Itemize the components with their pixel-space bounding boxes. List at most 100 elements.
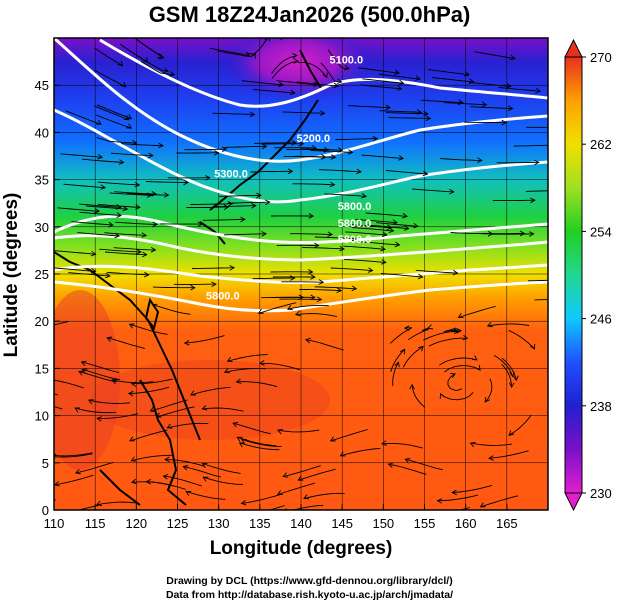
streamline [290, 233, 333, 236]
streamline-arrowhead [403, 325, 410, 331]
streamline-arrowhead [417, 273, 424, 280]
streamline [286, 148, 329, 151]
streamline-arrowhead [185, 490, 192, 496]
streamline-arrowhead [24, 398, 29, 403]
streamline [253, 142, 296, 144]
streamline-arrowhead [398, 155, 405, 161]
streamline [190, 386, 231, 396]
y-tick-label: 45 [35, 78, 49, 93]
streamline-arrowhead [343, 64, 350, 71]
streamline [97, 181, 140, 186]
streamline-arrowhead [327, 231, 334, 238]
streamline [104, 251, 147, 256]
colorbar-tick-label: 246 [590, 312, 612, 327]
streamline-arrowhead [163, 67, 170, 73]
streamline [298, 62, 328, 78]
streamline [305, 339, 344, 351]
contour-5800b [54, 234, 548, 262]
streamline [534, 299, 548, 301]
streamline-arrowhead [96, 416, 102, 422]
streamline-arrowhead [398, 79, 405, 86]
streamline [378, 73, 420, 80]
streamline-arrowhead [409, 383, 415, 390]
streamline [54, 453, 93, 458]
streamline [186, 206, 229, 209]
contour-label: 5200.0 [297, 133, 331, 145]
streamline-arrowhead [501, 119, 508, 126]
streamline [110, 152, 153, 157]
streamline-arrowhead [235, 378, 242, 384]
streamline-arrowhead [278, 81, 285, 88]
streamline-arrowhead [146, 192, 153, 198]
streamline [183, 466, 222, 478]
streamline [291, 504, 324, 510]
streamline-arrowhead [223, 204, 230, 210]
streamline-arrowhead [462, 334, 469, 341]
streamline-arrowhead [287, 168, 294, 175]
streamline-arrowhead [162, 473, 169, 480]
streamline-arrowhead [18, 387, 23, 392]
streamline [97, 413, 139, 419]
streamline-arrowhead [116, 212, 123, 218]
streamline-arrowhead [232, 422, 239, 428]
streamline [432, 77, 474, 83]
streamline-arrowhead [311, 30, 316, 35]
streamline-arrowhead [142, 251, 148, 258]
streamline [119, 43, 148, 63]
streamline [407, 327, 430, 341]
streamline [351, 227, 394, 232]
streamline [469, 81, 511, 87]
streamline [282, 111, 325, 114]
streamline [440, 392, 474, 401]
streamline [276, 80, 318, 86]
streamline [94, 47, 123, 67]
streamline-arrowhead [367, 267, 374, 273]
streamline [109, 192, 152, 196]
streamline-arrowhead [303, 494, 310, 500]
streamline-arrowhead [115, 204, 122, 210]
streamline [366, 224, 409, 230]
streamline [487, 323, 530, 327]
y-tick-label: 40 [35, 125, 49, 140]
streamline [310, 150, 353, 153]
streamline-arrowhead [507, 105, 514, 112]
streamline [54, 379, 85, 389]
streamline [428, 337, 468, 347]
x-tick-label: 135 [249, 516, 271, 531]
streamline [379, 110, 422, 113]
streamline-arrowhead [106, 336, 113, 342]
streamline [184, 148, 227, 151]
streamline [508, 414, 532, 436]
streamline [271, 60, 299, 79]
streamline [128, 386, 170, 394]
streamline-arrowhead [226, 356, 233, 362]
streamline-arrowhead [134, 181, 141, 188]
credit-drawing: Drawing by DCL (https://www.gfd-dennou.o… [166, 575, 453, 587]
streamline-arrowhead [74, 468, 81, 475]
streamline-arrowhead [392, 219, 398, 225]
streamline-arrowhead [202, 476, 209, 482]
streamline-arrowhead [74, 407, 81, 413]
streamline-arrowhead [519, 230, 526, 237]
streamline [95, 114, 132, 129]
streamline [385, 112, 428, 115]
streamline [113, 247, 156, 251]
streamline-arrowhead [386, 224, 393, 231]
streamline-arrowhead [293, 58, 300, 64]
streamline [330, 267, 373, 272]
streamline-arrowhead [122, 205, 129, 212]
streamline [131, 481, 173, 487]
streamline [349, 224, 392, 229]
streamline [227, 201, 270, 204]
streamline-arrowhead [213, 150, 220, 156]
y-axis-label: Latitude (degrees) [1, 192, 22, 358]
streamline-arrowhead [142, 57, 149, 63]
streamline-arrowhead [136, 248, 142, 255]
streamline-arrowhead [320, 154, 327, 160]
streamline-arrowhead [339, 451, 346, 457]
streamline [152, 304, 191, 315]
streamline [324, 193, 367, 197]
streamline [227, 354, 268, 362]
contour-label: 5800.0 [338, 201, 372, 213]
streamline [96, 501, 139, 506]
